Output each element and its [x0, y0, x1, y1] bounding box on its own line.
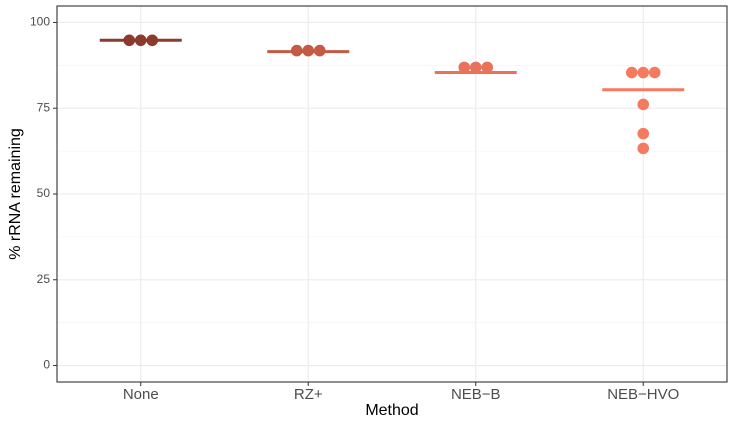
point	[637, 98, 650, 111]
x-tick-label: None	[123, 386, 159, 403]
point	[469, 61, 482, 74]
point	[458, 61, 471, 74]
point	[290, 44, 303, 57]
y-tick-label: 0	[43, 358, 50, 372]
point	[637, 66, 650, 79]
y-tick-label: 75	[37, 100, 51, 114]
y-axis-title: % rRNA remaining	[7, 128, 24, 260]
point	[481, 61, 494, 74]
x-axis-title: Method	[365, 402, 418, 419]
point	[313, 44, 326, 57]
point	[123, 34, 136, 47]
x-tick-label: RZ+	[294, 386, 323, 403]
y-tick-label: 100	[30, 15, 50, 29]
point	[146, 34, 159, 47]
point	[625, 66, 638, 79]
point	[134, 34, 147, 47]
point	[637, 142, 650, 155]
panel-border	[56, 5, 728, 383]
point	[637, 127, 650, 140]
x-tick-label: NEB−HVO	[607, 386, 679, 403]
point	[648, 66, 661, 79]
y-tick-label: 50	[37, 186, 51, 200]
x-tick-label: NEB−B	[451, 386, 501, 403]
y-tick-label: 25	[37, 272, 51, 286]
point	[302, 44, 315, 57]
